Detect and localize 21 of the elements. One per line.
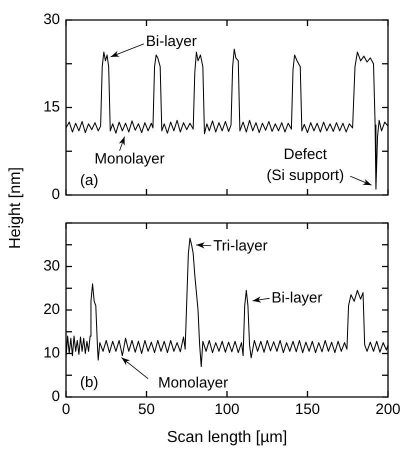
y-tick-label: 20 (43, 301, 60, 318)
annotation: (b) (80, 374, 98, 391)
annotation: Monolayer (94, 150, 165, 168)
x-tick-label: 200 (375, 401, 401, 418)
x-tick-label: 150 (294, 401, 320, 418)
y-tick-label: 30 (43, 11, 60, 28)
x-tick-label: 100 (214, 401, 240, 418)
y-tick-label: 10 (43, 344, 60, 362)
y-tick-label: 0 (52, 186, 60, 204)
annotation: Defect (Si support) (266, 146, 344, 184)
x-axis-title: Scan length [µm] (166, 428, 288, 446)
x-tick-label: 50 (138, 401, 155, 418)
annotation: Tri-layer (213, 238, 268, 255)
annotation: Bi-layer (272, 289, 322, 306)
annotation: (a) (80, 172, 98, 189)
annotation: Monolayer (158, 374, 228, 392)
annotation: Bi-layer (146, 32, 197, 50)
y-axis-title: Height [nm] (7, 167, 25, 249)
y-tick-label: 30 (43, 258, 60, 275)
y-tick-label: 0 (52, 388, 60, 406)
y-tick-label: 15 (43, 98, 60, 116)
